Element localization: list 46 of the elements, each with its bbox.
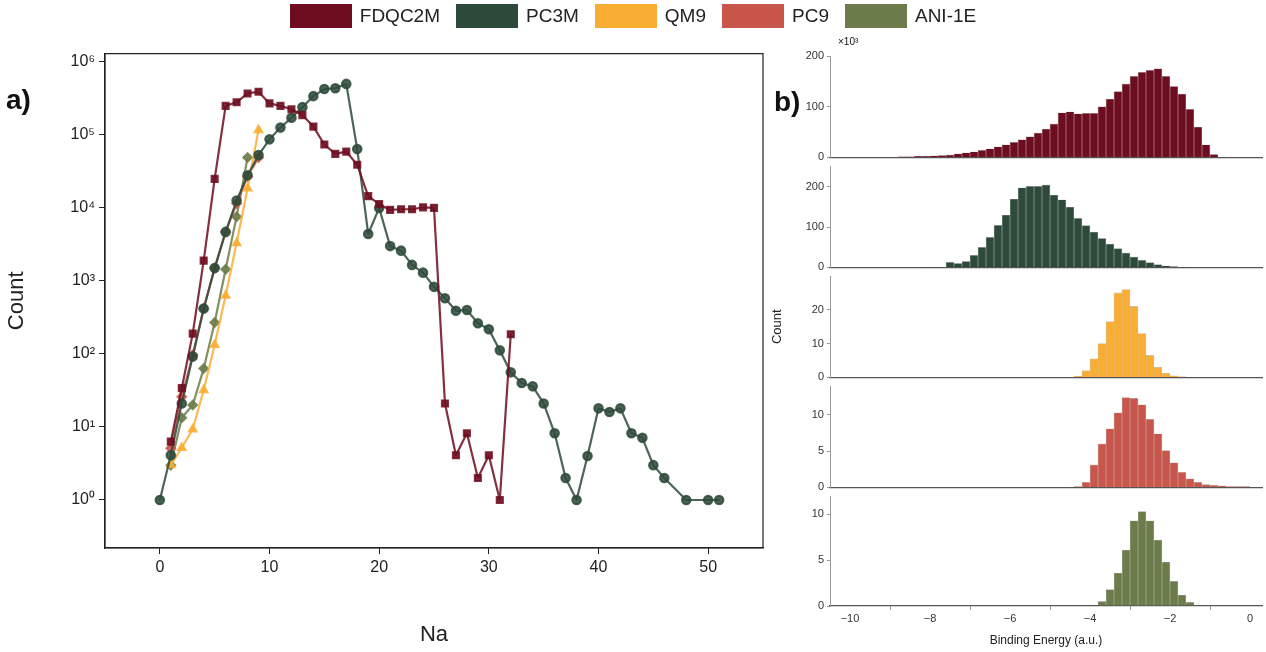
y-tick-label: 0 bbox=[817, 599, 824, 612]
x-axis-title: Na bbox=[419, 620, 449, 646]
x-tick-label: −6 bbox=[1003, 611, 1017, 624]
y-tick-label: 10 bbox=[811, 507, 824, 520]
x-axis-title: Binding Energy (a.u.) bbox=[989, 633, 1103, 648]
x-tick-label: 40 bbox=[589, 558, 608, 576]
y-tick-label: 10 bbox=[811, 408, 824, 420]
legend-label: PC3M bbox=[526, 5, 579, 27]
text: b) bbox=[774, 86, 801, 118]
legend-label: FDQC2M bbox=[359, 5, 441, 27]
y-tick-label: 10⁰ bbox=[71, 490, 95, 508]
x-tick-label: 10 bbox=[260, 558, 279, 576]
y-axis-title: Count bbox=[769, 308, 785, 345]
x-tick-label: 0 bbox=[1246, 611, 1254, 624]
x-tick-label: 30 bbox=[479, 558, 498, 576]
y-tick-label: 100 bbox=[805, 99, 824, 112]
legend-label: QM9 bbox=[664, 5, 706, 27]
y-tick-label: 10⁵ bbox=[70, 125, 95, 143]
y-tick-label: 5 bbox=[817, 553, 824, 566]
x-tick-label: −2 bbox=[1163, 611, 1177, 624]
x-tick-label: −8 bbox=[923, 611, 937, 624]
legend-label: ANI-1E bbox=[914, 5, 977, 27]
y-tick-label: 10³ bbox=[71, 271, 96, 289]
y-axis-title: Count bbox=[3, 271, 29, 331]
x-tick-label: 50 bbox=[699, 558, 718, 576]
y-tick-label: 0 bbox=[817, 260, 824, 273]
y-tick-label: 200 bbox=[805, 179, 824, 192]
text: ×10³ bbox=[838, 36, 859, 47]
y-tick-label: 0 bbox=[817, 370, 824, 383]
y-tick-label: 10¹ bbox=[71, 417, 95, 435]
y-tick-label: 0 bbox=[817, 480, 824, 493]
y-tick-label: 10⁴ bbox=[70, 198, 96, 216]
x-tick-label: −4 bbox=[1083, 611, 1097, 624]
x-tick-label: 0 bbox=[155, 558, 165, 576]
legend-label: PC9 bbox=[792, 5, 829, 27]
y-tick-label: 100 bbox=[805, 220, 824, 233]
y-tick-label: 10⁶ bbox=[70, 52, 95, 70]
y-tick-label: 200 bbox=[805, 49, 824, 62]
text: a) bbox=[6, 84, 31, 116]
y-tick-label: 10² bbox=[71, 344, 96, 362]
x-tick-label: −10 bbox=[840, 611, 860, 624]
y-tick-label: 20 bbox=[811, 302, 824, 315]
x-tick-label: 20 bbox=[370, 558, 389, 576]
y-tick-label: 5 bbox=[817, 444, 824, 457]
y-tick-label: 0 bbox=[817, 150, 824, 163]
y-tick-label: 10 bbox=[811, 336, 824, 349]
